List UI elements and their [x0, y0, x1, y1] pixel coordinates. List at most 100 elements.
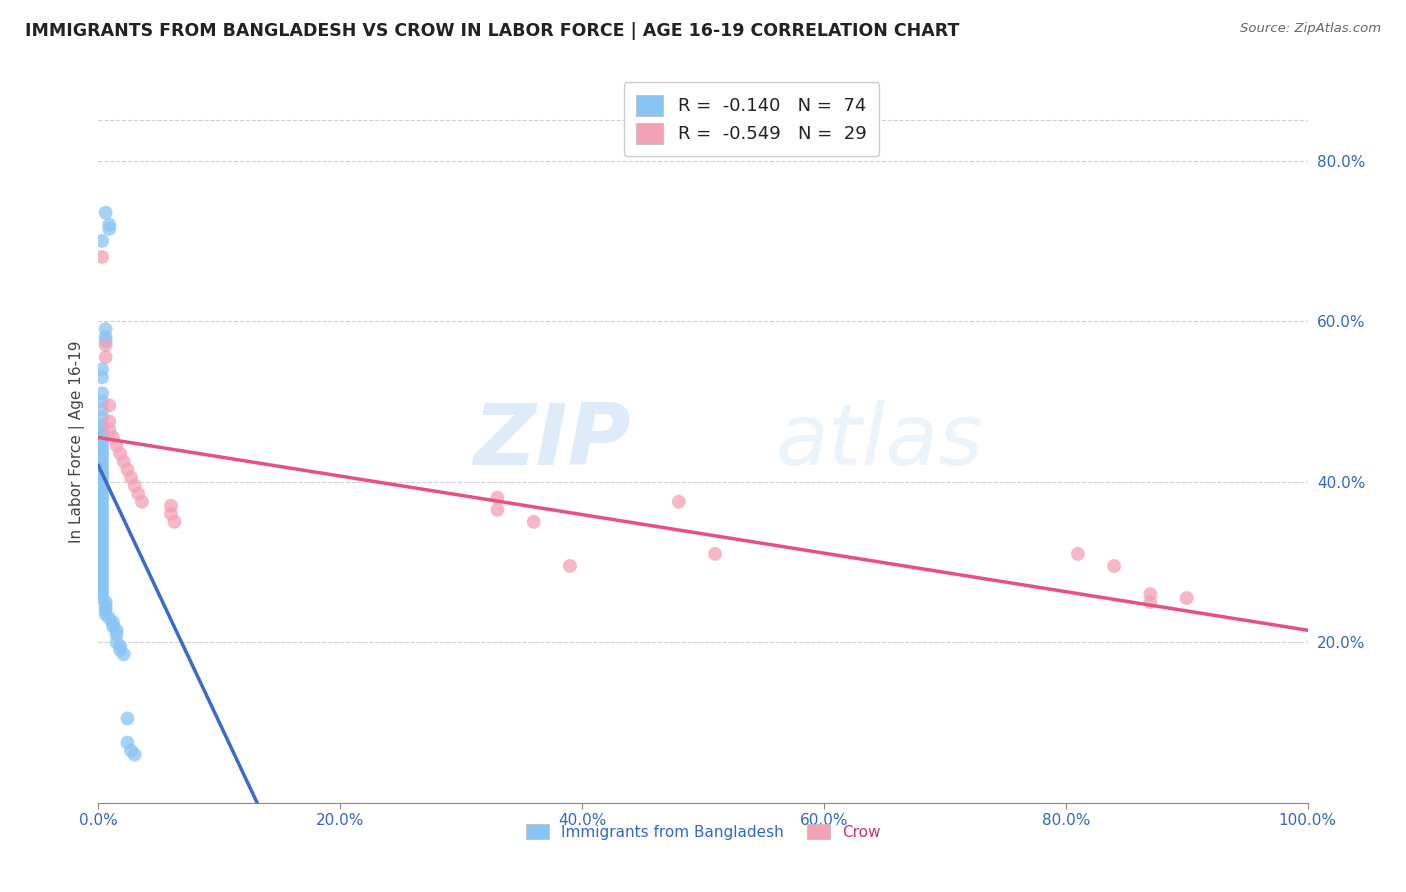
- Point: [91, 430, 114, 444]
- Point: [91, 450, 114, 465]
- Point: [94, 599, 117, 614]
- Point: [124, 747, 146, 762]
- Point: [94, 322, 117, 336]
- Text: IMMIGRANTS FROM BANGLADESH VS CROW IN LABOR FORCE | AGE 16-19 CORRELATION CHART: IMMIGRANTS FROM BANGLADESH VS CROW IN LA…: [25, 22, 960, 40]
- Point: [91, 494, 114, 508]
- Point: [91, 402, 114, 417]
- Point: [91, 478, 114, 492]
- Point: [105, 627, 128, 641]
- Point: [91, 510, 114, 524]
- Point: [91, 550, 114, 566]
- Point: [98, 222, 121, 236]
- Point: [91, 591, 114, 605]
- Point: [1067, 547, 1090, 561]
- Point: [101, 430, 124, 444]
- Point: [131, 494, 153, 508]
- Point: [91, 526, 114, 541]
- Point: [94, 330, 117, 344]
- Point: [1102, 558, 1125, 574]
- Point: [98, 422, 121, 436]
- Point: [91, 462, 114, 476]
- Point: [117, 462, 139, 476]
- Point: [91, 502, 114, 516]
- Point: [91, 486, 114, 500]
- Point: [91, 567, 114, 582]
- Point: [108, 639, 131, 653]
- Point: [160, 507, 183, 521]
- Point: [91, 362, 114, 376]
- Point: [91, 250, 114, 264]
- Point: [1139, 595, 1161, 609]
- Point: [91, 491, 114, 505]
- Point: [101, 619, 124, 633]
- Point: [105, 438, 128, 452]
- Point: [668, 494, 690, 508]
- Point: [98, 414, 121, 428]
- Point: [91, 422, 114, 436]
- Point: [91, 454, 114, 469]
- Point: [91, 446, 114, 460]
- Point: [91, 418, 114, 433]
- Point: [108, 643, 131, 657]
- Point: [94, 607, 117, 621]
- Text: atlas: atlas: [776, 400, 984, 483]
- Point: [91, 534, 114, 549]
- Point: [91, 467, 114, 481]
- Point: [91, 434, 114, 449]
- Point: [91, 579, 114, 593]
- Point: [108, 446, 131, 460]
- Point: [91, 470, 114, 484]
- Y-axis label: In Labor Force | Age 16-19: In Labor Force | Age 16-19: [69, 340, 84, 543]
- Point: [112, 454, 135, 469]
- Point: [94, 205, 117, 219]
- Point: [117, 735, 139, 749]
- Point: [91, 563, 114, 577]
- Point: [124, 478, 146, 492]
- Point: [94, 595, 117, 609]
- Point: [127, 486, 149, 500]
- Point: [120, 470, 142, 484]
- Point: [91, 475, 114, 489]
- Point: [105, 635, 128, 649]
- Point: [1139, 587, 1161, 601]
- Point: [91, 515, 114, 529]
- Point: [120, 744, 142, 758]
- Point: [1175, 591, 1198, 605]
- Text: ZIP: ZIP: [472, 400, 630, 483]
- Point: [91, 518, 114, 533]
- Point: [91, 587, 114, 601]
- Legend: Immigrants from Bangladesh, Crow: Immigrants from Bangladesh, Crow: [520, 818, 886, 846]
- Point: [558, 558, 581, 574]
- Point: [98, 218, 121, 232]
- Point: [523, 515, 546, 529]
- Point: [91, 531, 114, 545]
- Point: [91, 542, 114, 557]
- Point: [91, 370, 114, 384]
- Text: Source: ZipAtlas.com: Source: ZipAtlas.com: [1240, 22, 1381, 36]
- Point: [91, 386, 114, 401]
- Point: [94, 334, 117, 348]
- Point: [94, 350, 117, 364]
- Point: [94, 338, 117, 352]
- Point: [91, 547, 114, 561]
- Point: [91, 571, 114, 585]
- Point: [91, 555, 114, 569]
- Point: [91, 483, 114, 497]
- Point: [91, 558, 114, 574]
- Point: [91, 458, 114, 473]
- Point: [91, 438, 114, 452]
- Point: [112, 648, 135, 662]
- Point: [91, 523, 114, 537]
- Point: [91, 234, 114, 248]
- Point: [160, 499, 183, 513]
- Point: [163, 515, 186, 529]
- Point: [105, 623, 128, 637]
- Point: [91, 539, 114, 553]
- Point: [91, 583, 114, 598]
- Point: [91, 426, 114, 441]
- Point: [91, 442, 114, 457]
- Point: [94, 603, 117, 617]
- Point: [101, 615, 124, 630]
- Point: [704, 547, 727, 561]
- Point: [486, 491, 509, 505]
